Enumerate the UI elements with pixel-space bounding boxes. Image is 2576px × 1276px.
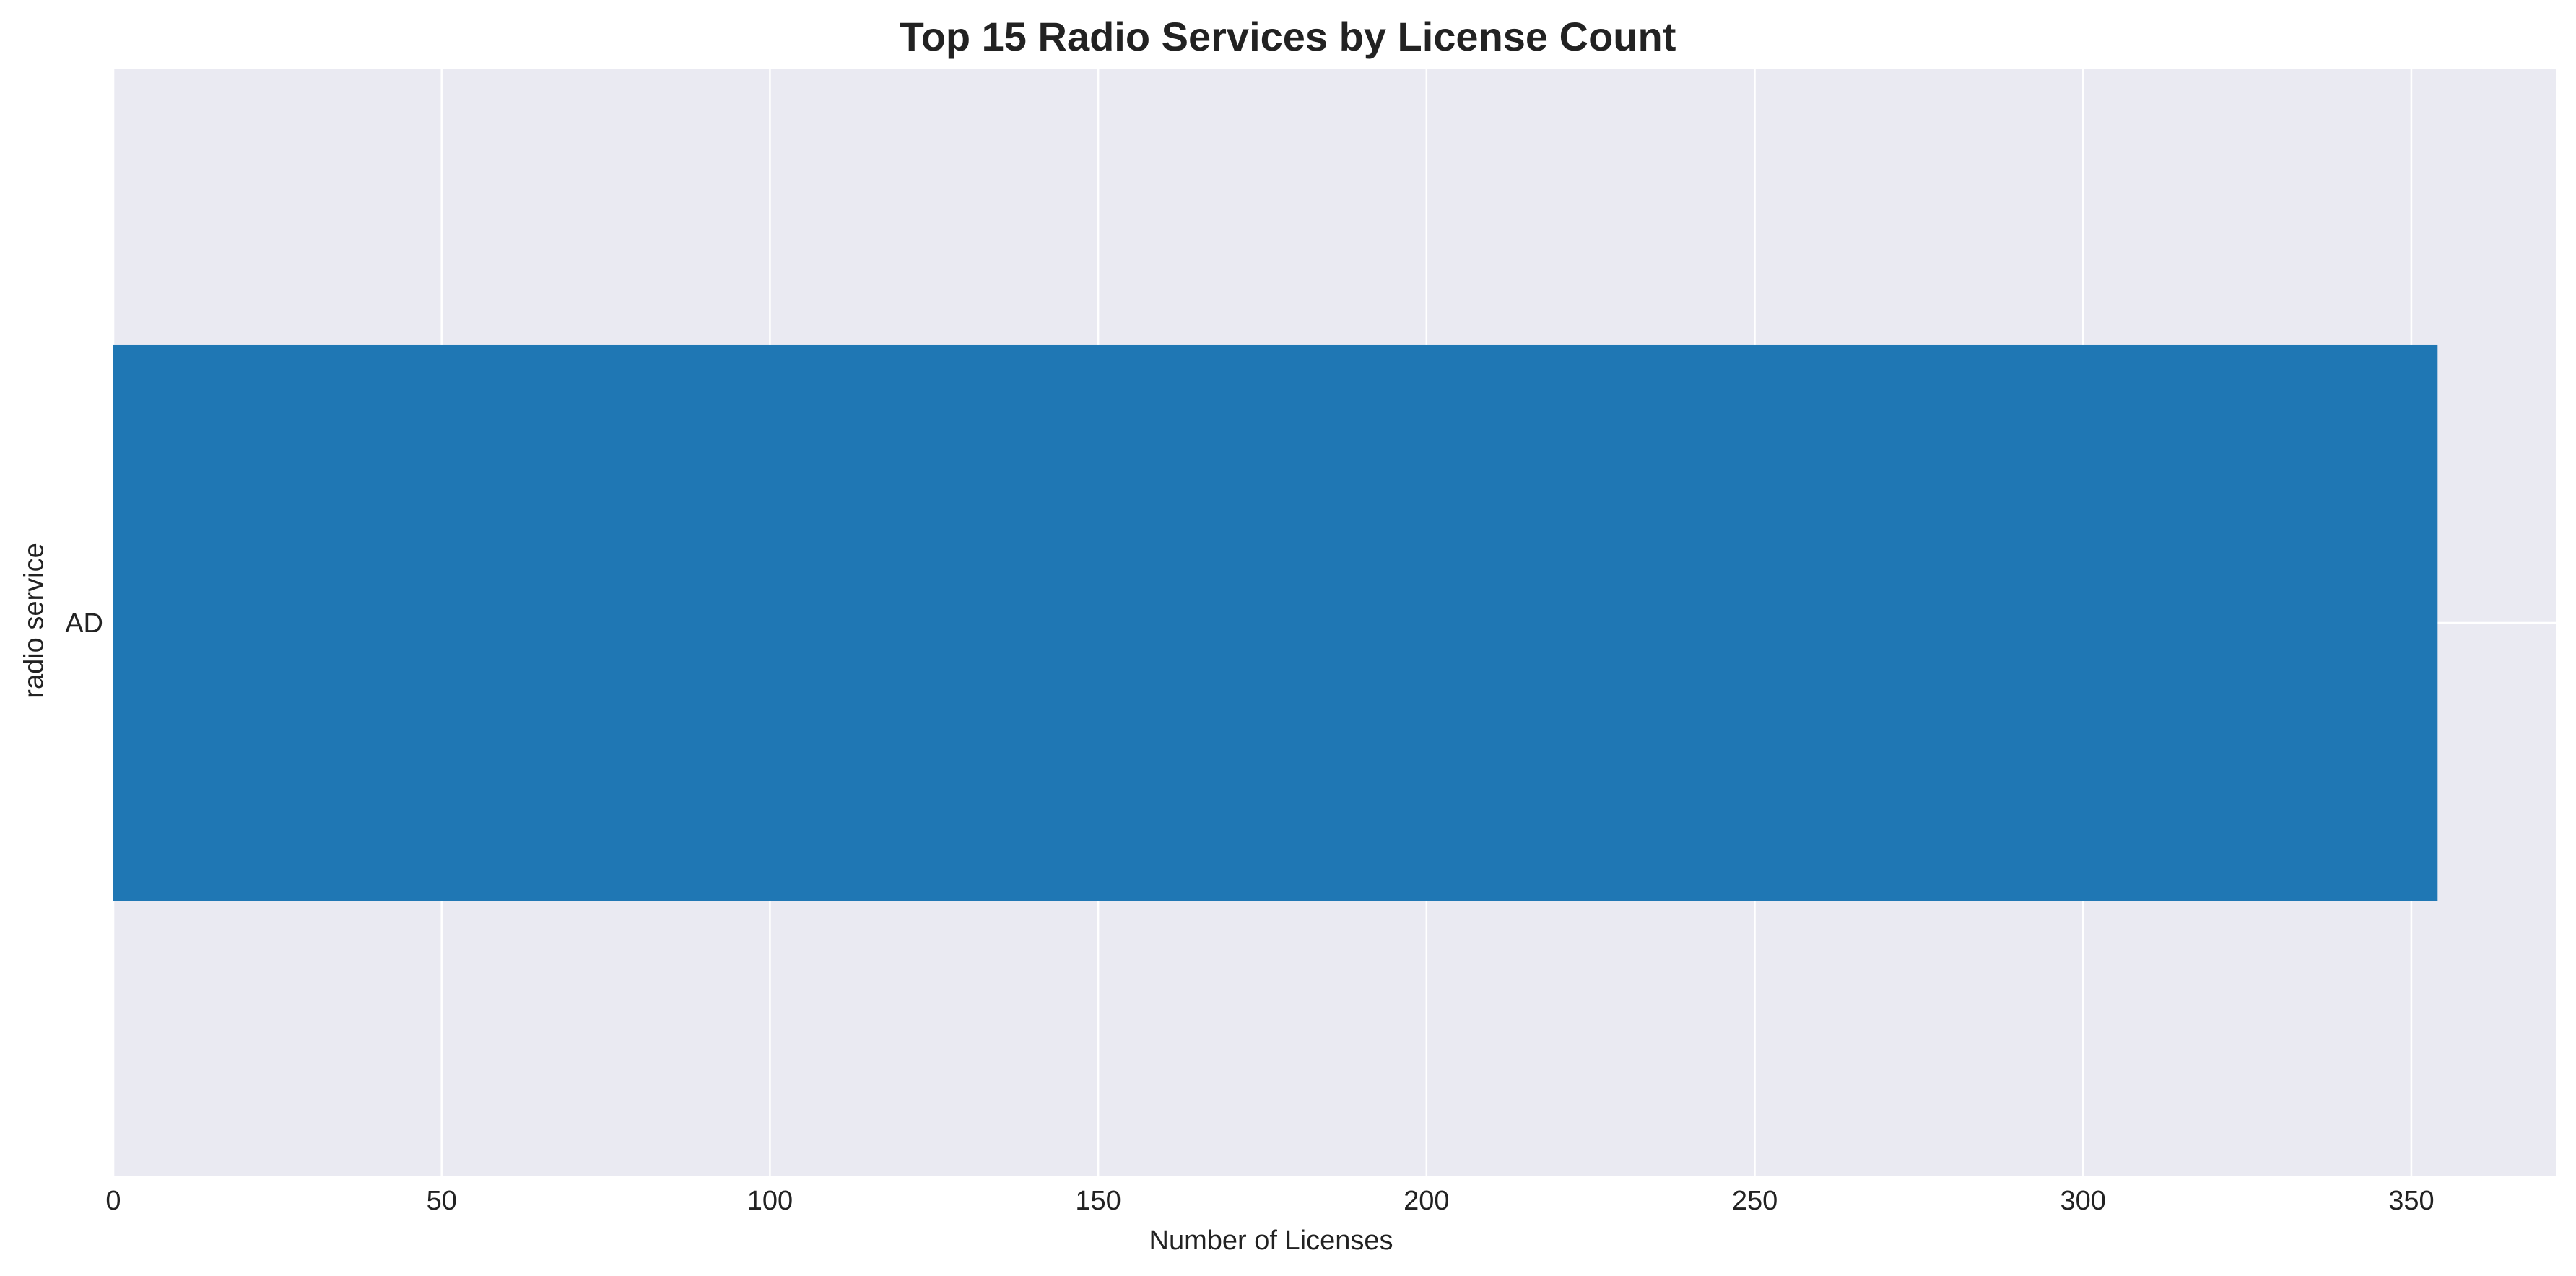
x-tick-label: 200	[1404, 1186, 1449, 1216]
bars	[113, 344, 2438, 901]
x-tick-label: 150	[1075, 1186, 1121, 1216]
y-tick-label: AD	[65, 608, 103, 639]
x-tick-label: 300	[2061, 1186, 2106, 1216]
y-axis-label: radio service	[19, 543, 49, 698]
x-axis-label: Number of Licenses	[1149, 1225, 1393, 1256]
y-axis-ticks: AD	[65, 608, 103, 639]
x-tick-label: 0	[105, 1186, 121, 1216]
chart-title: Top 15 Radio Services by License Count	[900, 14, 1676, 59]
x-tick-label: 100	[747, 1186, 793, 1216]
x-axis-ticks: 0 50 100 150 200 250 300 350	[105, 1186, 2434, 1216]
x-tick-label: 250	[1732, 1186, 1777, 1216]
x-tick-label: 50	[427, 1186, 457, 1216]
bar-ad	[113, 344, 2438, 901]
x-tick-label: 350	[2388, 1186, 2434, 1216]
